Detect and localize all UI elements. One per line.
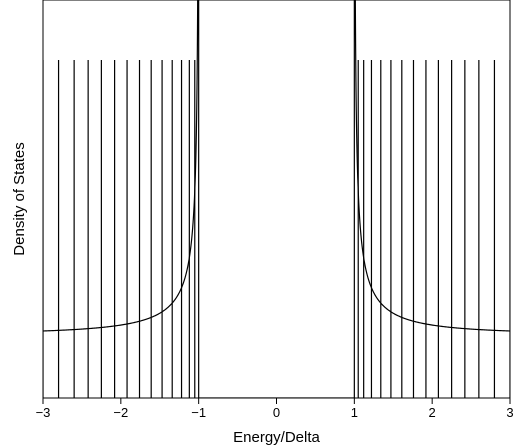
x-tick-label-6: 3 [506,405,513,420]
plot-area [43,0,510,398]
x-tick-label-3: 0 [273,405,280,420]
x-tick-label-4: 1 [351,405,358,420]
x-tick-label-5: 2 [429,405,436,420]
energy-level-lines [43,60,510,398]
x-axis-ticks: −3 −2 −1 0 1 2 3 [36,398,514,420]
x-tick-label-2: −1 [191,405,206,420]
y-axis-label: Density of States [11,142,28,255]
dos-curve [43,0,510,398]
plot-frame [42,0,511,399]
x-tick-label-1: −2 [113,405,128,420]
x-axis-label: Energy/Delta [233,429,320,446]
x-tick-label-0: −3 [36,405,51,420]
